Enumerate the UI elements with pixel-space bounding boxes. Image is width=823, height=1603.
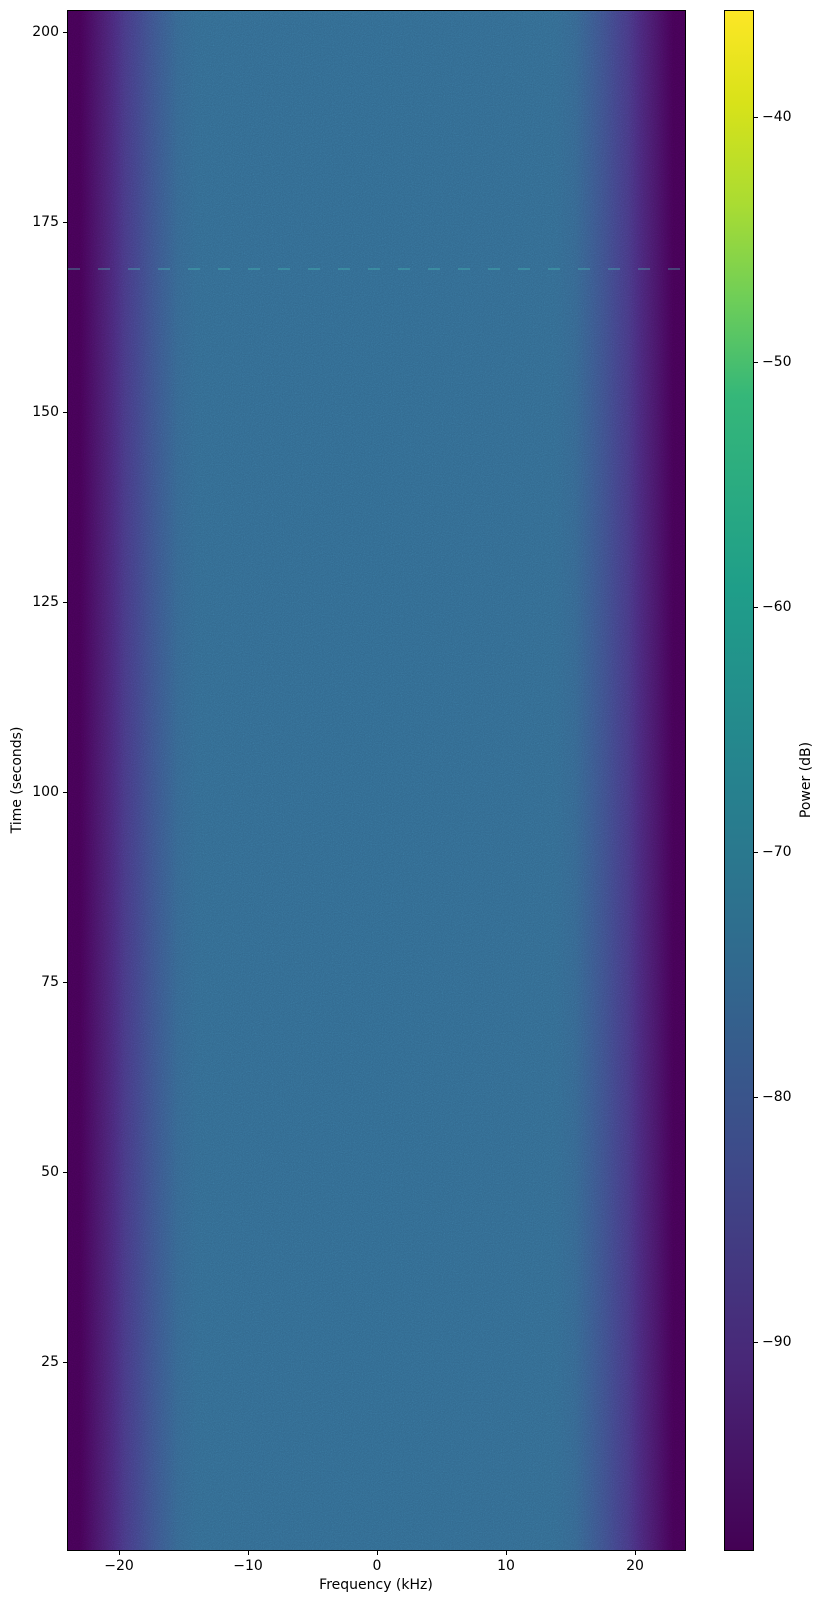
y-tick-label: 25 <box>41 1354 59 1370</box>
y-tick-mark <box>63 222 67 223</box>
noise-texture <box>68 11 685 1550</box>
colorbar <box>724 10 754 1551</box>
colorbar-label: Power (dB) <box>798 741 814 819</box>
x-axis-label: Frequency (kHz) <box>319 1577 433 1593</box>
colorbar-tick-mark <box>754 1097 758 1098</box>
x-tick-label: 20 <box>626 1558 644 1574</box>
y-axis-label: Time (seconds) <box>9 726 25 834</box>
transient-line <box>68 268 685 270</box>
y-tick-mark <box>63 792 67 793</box>
colorbar-tick-mark <box>754 852 758 853</box>
x-tick-mark <box>635 1551 636 1555</box>
colorbar-tick-label: −40 <box>762 109 792 125</box>
x-tick-label: 0 <box>372 1558 382 1574</box>
colorbar-tick-label: −70 <box>762 844 792 860</box>
y-tick-mark <box>63 602 67 603</box>
x-tick-label: −10 <box>233 1558 263 1574</box>
colorbar-tick-label: −50 <box>762 354 792 370</box>
y-tick-mark <box>63 1172 67 1173</box>
colorbar-tick-label: −80 <box>762 1089 792 1105</box>
colorbar-tick-label: −90 <box>762 1334 792 1350</box>
x-tick-mark <box>377 1551 378 1555</box>
y-tick-label: 75 <box>41 974 59 990</box>
y-tick-label: 200 <box>32 24 59 40</box>
x-tick-mark <box>506 1551 507 1555</box>
colorbar-tick-mark <box>754 362 758 363</box>
colorbar-tick-mark <box>754 1342 758 1343</box>
y-tick-label: 100 <box>32 784 59 800</box>
y-tick-mark <box>63 1362 67 1363</box>
x-tick-mark <box>248 1551 249 1555</box>
y-tick-label: 50 <box>41 1164 59 1180</box>
x-tick-label: 10 <box>497 1558 515 1574</box>
y-tick-label: 175 <box>32 214 59 230</box>
colorbar-tick-mark <box>754 607 758 608</box>
x-tick-label: −20 <box>104 1558 134 1574</box>
y-tick-mark <box>63 32 67 33</box>
y-tick-label: 150 <box>32 404 59 420</box>
spectrogram-plot <box>67 10 686 1551</box>
colorbar-tick-mark <box>754 117 758 118</box>
x-tick-mark <box>119 1551 120 1555</box>
y-tick-mark <box>63 982 67 983</box>
colorbar-tick-label: −60 <box>762 599 792 615</box>
y-tick-mark <box>63 412 67 413</box>
y-tick-label: 125 <box>32 594 59 610</box>
